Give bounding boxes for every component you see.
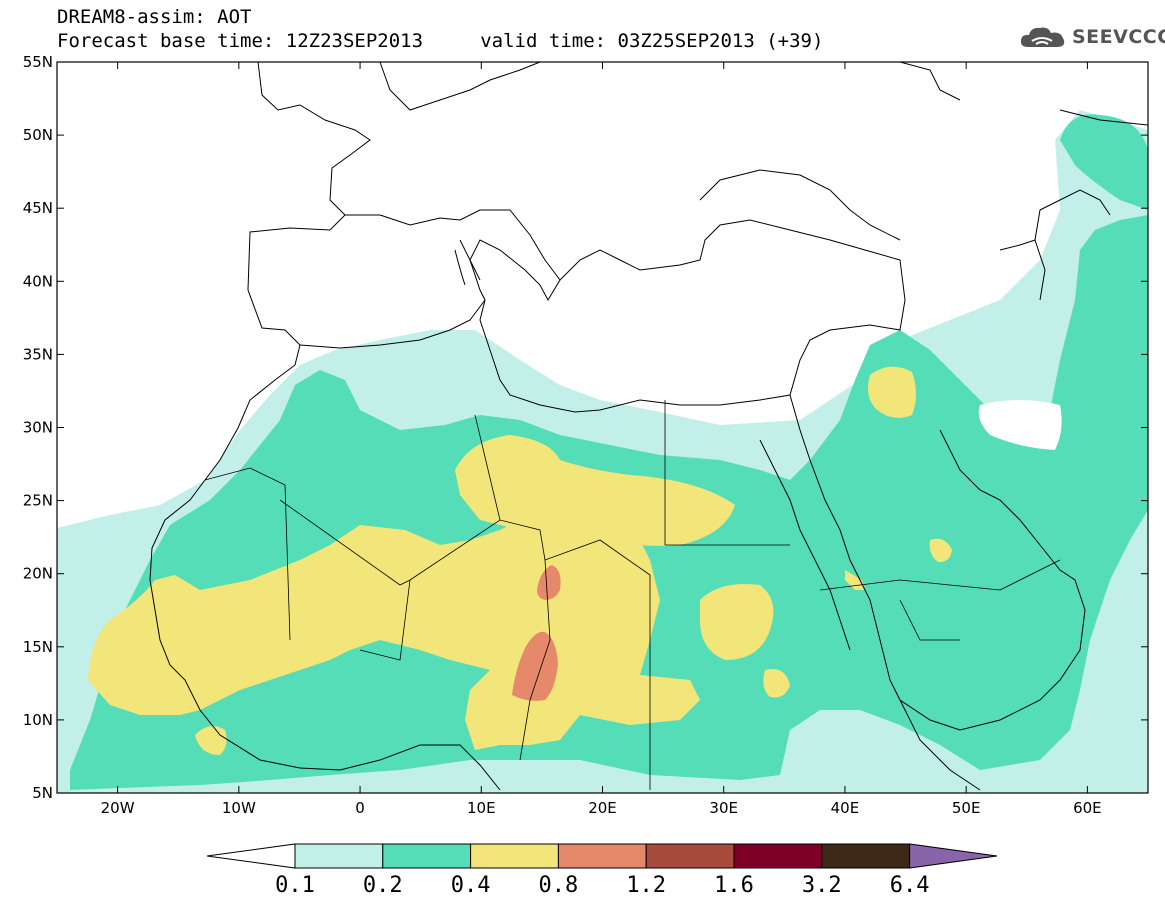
colorbar-segment	[557, 843, 647, 869]
colorbar-label: 0.4	[451, 873, 491, 898]
lon-label: 20E	[588, 799, 617, 817]
forecast-times: Forecast base time: 12Z23SEP2013 valid t…	[57, 30, 824, 52]
lat-label: 5N	[32, 784, 53, 802]
lat-label: 50N	[23, 126, 53, 144]
lat-label: 10N	[23, 711, 53, 729]
colorbar-arrow-high	[909, 843, 998, 869]
aot-contours	[57, 110, 1148, 793]
country-borders	[204, 400, 1061, 790]
lat-label: 45N	[23, 199, 53, 217]
colorbar-segment	[645, 843, 735, 869]
clear-patches	[978, 400, 1062, 450]
lon-label: 10E	[467, 799, 496, 817]
colorbar-segment	[821, 843, 911, 869]
lon-label: 60E	[1073, 799, 1102, 817]
colorbar: 0.1 0.2 0.4 0.8 1.2 1.6 3.2 6.4	[206, 843, 998, 898]
lon-label: 20W	[101, 799, 135, 817]
lon-label: 40E	[831, 799, 860, 817]
lat-label: 40N	[23, 272, 53, 290]
lon-label: 50E	[952, 799, 981, 817]
seevccc-logo: SEEVCCC	[1018, 24, 1165, 50]
logo-text: SEEVCCC	[1072, 26, 1165, 48]
map-title: DREAM8-assim: AOT	[57, 6, 252, 28]
lat-label: 20N	[23, 565, 53, 583]
aot-level-0-8	[512, 565, 561, 701]
coastlines	[149, 62, 1148, 791]
colorbar-segment	[733, 843, 823, 869]
colorbar-label: 0.1	[275, 873, 315, 898]
colorbar-label: 0.2	[363, 873, 403, 898]
colorbar-label: 3.2	[802, 873, 842, 898]
lat-label: 35N	[23, 345, 53, 363]
latitude-axis: 5N 10N 15N 20N 25N 30N 35N 40N 45N 50N 55N	[23, 53, 1148, 802]
colorbar-segment	[382, 843, 472, 869]
cloud-icon	[1020, 27, 1065, 47]
lon-label: 30E	[709, 799, 738, 817]
colorbar-segment	[294, 843, 384, 869]
colorbar-label: 0.8	[539, 873, 579, 898]
colorbar-label: 6.4	[890, 873, 930, 898]
lon-label: 0	[355, 799, 365, 817]
lat-label: 25N	[23, 492, 53, 510]
colorbar-label: 1.2	[626, 873, 666, 898]
lat-label: 30N	[23, 419, 53, 437]
lat-label: 55N	[23, 53, 53, 71]
lon-label: 10W	[222, 799, 256, 817]
longitude-axis: 20W 10W 0 10E 20E 30E 40E 50E 60E	[101, 62, 1102, 817]
colorbar-segment	[470, 843, 559, 869]
lat-label: 15N	[23, 638, 53, 656]
colorbar-label: 1.6	[714, 873, 754, 898]
colorbar-arrow-low	[206, 843, 296, 869]
